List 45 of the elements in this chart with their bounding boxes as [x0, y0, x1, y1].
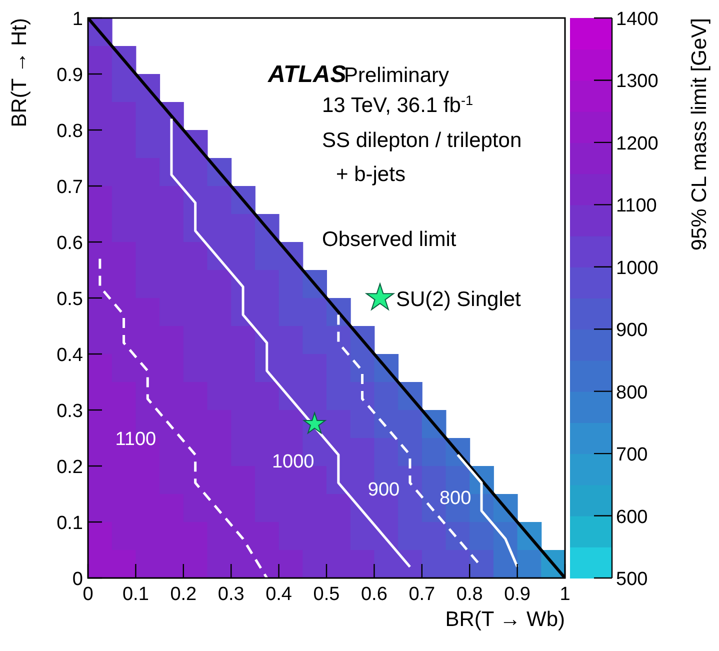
- color-bar-label: 1000: [616, 258, 658, 279]
- y-tick-label: 0.4: [56, 345, 84, 366]
- color-bar-label: 900: [616, 320, 648, 342]
- series-label: 1100: [115, 429, 156, 450]
- x-tick-label: 0.9: [504, 584, 531, 605]
- x-tick-label: 1: [560, 584, 570, 605]
- color-bar-label: 1200: [616, 133, 658, 154]
- y-tick-label: 0.5: [56, 289, 83, 310]
- x-tick-label: 0.2: [170, 584, 197, 605]
- annotation: Observed limit: [322, 228, 456, 251]
- color-bar-label: 1300: [616, 71, 658, 92]
- color-bar-label: 800: [616, 382, 648, 404]
- color-bar-label: 1400: [616, 9, 658, 30]
- series-label: 800: [439, 488, 472, 509]
- annotation: 13 TeV, 36.1 fb$^{-1}$: [322, 92, 474, 117]
- color-bar-label: 500: [616, 569, 648, 590]
- y-tick-label: 0.6: [56, 233, 83, 254]
- text: ATLAS: [267, 61, 346, 88]
- x-tick-label: 0.1: [122, 584, 149, 605]
- y-tick-label: 1: [72, 9, 83, 30]
- series-label: 900: [368, 479, 400, 500]
- series-label: 1000: [272, 451, 314, 472]
- x-tick-label: 0.5: [313, 584, 340, 605]
- y-axis-title: BR(T → Ht): [8, 18, 31, 128]
- y-tick-label: 0.2: [56, 457, 83, 478]
- y-tick-label: 0.1: [56, 513, 83, 534]
- annotation: + b-jets: [336, 163, 406, 186]
- y-tick-label: 0.8: [56, 121, 83, 142]
- y-tick-label: 0.3: [56, 401, 83, 422]
- color-bar-label: 700: [616, 444, 648, 466]
- y-tick-label: 0.9: [56, 65, 83, 86]
- text: Preliminary: [344, 64, 450, 87]
- color-bar-title: 95% CL mass limit [GeV]: [688, 18, 711, 251]
- x-tick-label: 0.6: [360, 584, 388, 605]
- x-tick-label: 0.4: [266, 584, 292, 605]
- x-tick-label: 0.3: [218, 584, 244, 605]
- x-tick-label: 0.7: [408, 584, 436, 605]
- y-tick-label: 0: [72, 569, 83, 590]
- annotation: SS dilepton / trilepton: [322, 129, 522, 152]
- x-axis-title: BR(T → Wb): [445, 608, 565, 631]
- color-bar-label: 1100: [616, 196, 657, 217]
- y-tick-label: 0.7: [56, 177, 83, 198]
- color-bar-label: 600: [616, 506, 648, 528]
- x-tick-label: 0.8: [456, 584, 483, 605]
- legend-label: SU(2) Singlet: [396, 288, 522, 311]
